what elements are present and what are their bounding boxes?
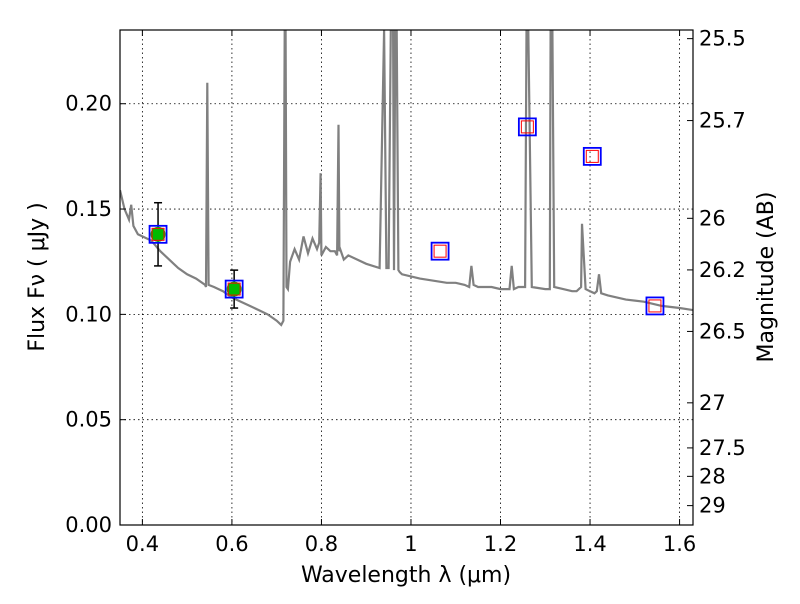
magnitude-axis-label: Magnitude (AB) bbox=[754, 192, 779, 363]
magnitude-tick-label: 28 bbox=[699, 464, 726, 488]
model-photometry-inner-box bbox=[227, 282, 241, 296]
model-photometry-box bbox=[148, 224, 168, 244]
model-spectrum-line bbox=[120, 30, 693, 327]
model-photometry-inner-box bbox=[585, 149, 599, 163]
y-tick-label: 0.10 bbox=[65, 302, 112, 326]
y-axis-ticks: 0.00 0.05 0.10 0.15 0.20 bbox=[65, 92, 126, 537]
y-tick-label: 0.00 bbox=[65, 513, 112, 537]
magnitude-tick-label: 26 bbox=[699, 206, 726, 230]
y-axis-label: Flux Fν ( μJy ) bbox=[25, 202, 50, 351]
magnitude-tick-label: 25.5 bbox=[699, 27, 746, 51]
x-tick-label: 1.4 bbox=[573, 532, 606, 556]
magnitude-tick-label: 27.5 bbox=[699, 436, 746, 460]
y-tick-label: 0.05 bbox=[65, 408, 112, 432]
plot-frame bbox=[119, 29, 694, 526]
magnitude-tick-label: 29 bbox=[699, 494, 726, 518]
x-axis-label: Wavelength λ (μm) bbox=[301, 563, 511, 588]
observed-point bbox=[226, 281, 242, 297]
x-tick-label: 0.8 bbox=[305, 532, 338, 556]
y-tick-label: 0.20 bbox=[65, 92, 112, 116]
magnitude-axis-ticks: 25.5 25.7 26 26.2 26.5 27 27.5 28 29 bbox=[687, 27, 746, 518]
x-tick-label: 1.6 bbox=[663, 532, 696, 556]
observed-points bbox=[150, 226, 242, 297]
y-tick-label: 0.15 bbox=[65, 197, 112, 221]
model-photometry-inner-box bbox=[151, 227, 165, 241]
observed-point bbox=[150, 226, 166, 242]
x-tick-label: 0.6 bbox=[215, 532, 248, 556]
magnitude-tick-label: 25.7 bbox=[699, 109, 746, 133]
model-photometry-box bbox=[224, 279, 244, 299]
model-photometry-box bbox=[645, 296, 665, 316]
model-photometry-inner-box bbox=[648, 299, 662, 313]
model-photometry-inner-box bbox=[520, 120, 534, 134]
model-photometry-box bbox=[582, 146, 602, 166]
model-photometry-box bbox=[430, 241, 450, 261]
model-photometry-box bbox=[517, 117, 537, 137]
magnitude-tick-label: 26.2 bbox=[699, 258, 746, 282]
x-axis-ticks: 0.4 0.6 0.8 1 1.2 1.4 1.6 bbox=[126, 30, 696, 556]
magnitude-tick-label: 26.5 bbox=[699, 319, 746, 343]
model-photometry-inner-box bbox=[433, 244, 447, 258]
model-photometry-boxes bbox=[148, 117, 665, 316]
x-tick-label: 1.2 bbox=[484, 532, 517, 556]
x-tick-label: 0.4 bbox=[126, 532, 159, 556]
magnitude-tick-label: 27 bbox=[699, 391, 726, 415]
x-tick-label: 1 bbox=[404, 532, 417, 556]
